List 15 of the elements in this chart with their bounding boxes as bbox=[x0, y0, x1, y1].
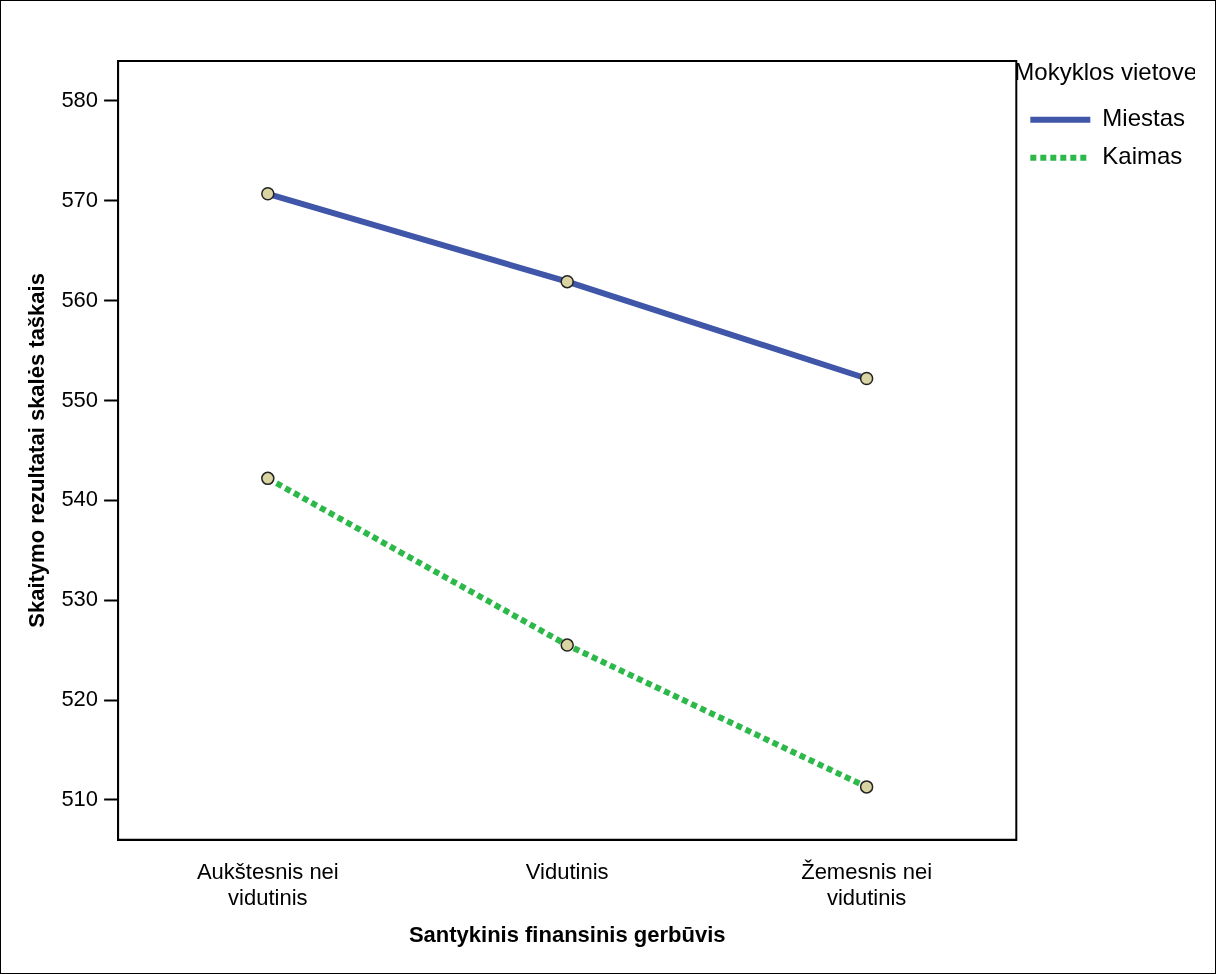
x-tick-label: Vidutinis bbox=[525, 859, 609, 885]
y-axis-title: Skaitymo rezultatai skalės taškais bbox=[24, 273, 50, 628]
x-tick-label: Aukštesnis nei vidutinis bbox=[196, 859, 339, 911]
legend-label: Miestas bbox=[1102, 104, 1185, 132]
y-tick-label: 540 bbox=[61, 486, 99, 512]
y-tick-label: 510 bbox=[61, 785, 99, 811]
legend-label: Kaimas bbox=[1102, 142, 1183, 170]
y-tick-label: 570 bbox=[61, 186, 99, 212]
y-tick-label: 520 bbox=[61, 686, 99, 712]
y-tick-label: 560 bbox=[61, 286, 99, 312]
x-tick-label: Žemesnis nei vidutinis bbox=[801, 859, 933, 911]
y-tick-label: 550 bbox=[61, 386, 99, 412]
x-axis-title: Santykinis finansinis gerbūvis bbox=[408, 921, 726, 947]
y-tick-label: 580 bbox=[61, 87, 99, 112]
y-tick-label: 530 bbox=[61, 586, 99, 612]
